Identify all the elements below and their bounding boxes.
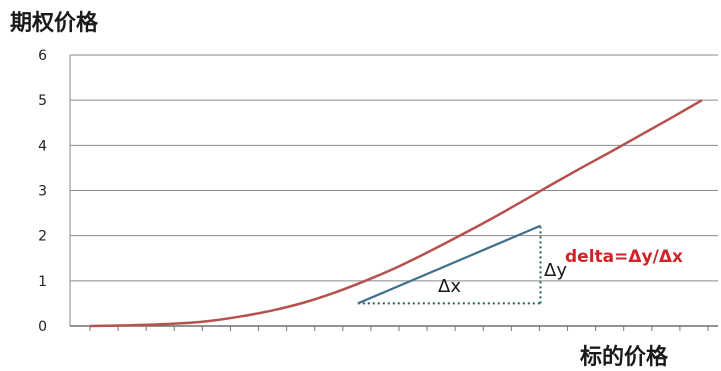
delta-y-label: Δy <box>544 260 567 281</box>
y-tick-label: 3 <box>38 184 47 200</box>
y-tick-label: 1 <box>38 274 47 290</box>
y-tick-labels: 0 1 2 3 4 5 6 <box>38 48 47 335</box>
x-axis-title: 标的价格 <box>580 344 669 370</box>
delta-x-label: Δx <box>438 276 461 297</box>
y-tick-label: 6 <box>38 48 47 64</box>
tangent-line <box>357 224 541 305</box>
y-tick-label: 0 <box>38 319 47 335</box>
y-tick-label: 5 <box>38 93 47 109</box>
y-axis-title: 期权价格 <box>10 10 99 36</box>
y-tick-label: 2 <box>38 229 47 245</box>
y-tick-label: 4 <box>38 138 47 154</box>
gridlines <box>70 54 718 282</box>
x-tick-marks <box>89 326 709 331</box>
option-price-curve <box>89 99 703 328</box>
delta-formula-label: delta=Δy/Δx <box>565 247 683 267</box>
